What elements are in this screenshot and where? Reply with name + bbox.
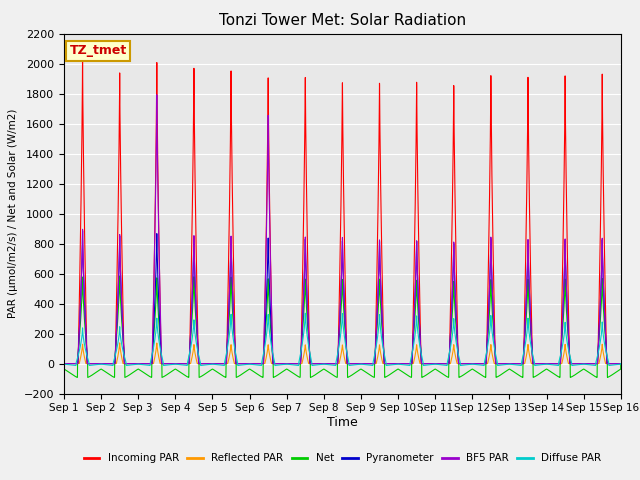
Diffuse PAR xyxy=(173,361,181,367)
Diffuse PAR xyxy=(592,362,600,368)
BF5 PAR xyxy=(269,342,276,348)
Net xyxy=(179,372,187,377)
Reflected PAR xyxy=(419,361,427,367)
BF5 PAR xyxy=(173,361,181,367)
Net xyxy=(173,367,181,373)
Title: Tonzi Tower Met: Solar Radiation: Tonzi Tower Met: Solar Radiation xyxy=(219,13,466,28)
Pyranometer xyxy=(419,361,427,367)
Reflected PAR xyxy=(617,361,625,367)
Line: Pyranometer: Pyranometer xyxy=(64,231,621,364)
Incoming PAR xyxy=(617,361,625,367)
Line: Incoming PAR: Incoming PAR xyxy=(64,56,621,364)
BF5 PAR xyxy=(60,361,68,367)
Net xyxy=(60,366,68,372)
Diffuse PAR xyxy=(615,361,623,367)
Pyranometer xyxy=(179,361,187,367)
BF5 PAR xyxy=(615,361,623,367)
Diffuse PAR xyxy=(301,311,309,316)
Incoming PAR xyxy=(79,53,86,59)
Incoming PAR xyxy=(499,361,506,367)
Line: Net: Net xyxy=(64,276,621,377)
Diffuse PAR xyxy=(269,348,276,354)
BF5 PAR xyxy=(179,361,187,367)
Reflected PAR xyxy=(269,361,276,367)
Pyranometer xyxy=(617,361,625,367)
Net xyxy=(615,367,623,373)
Net xyxy=(269,350,276,356)
Reflected PAR xyxy=(173,361,181,367)
BF5 PAR xyxy=(499,361,506,367)
Line: Diffuse PAR: Diffuse PAR xyxy=(64,313,621,365)
Pyranometer xyxy=(615,361,623,367)
Text: TZ_tmet: TZ_tmet xyxy=(70,44,127,58)
Net xyxy=(116,273,124,279)
Diffuse PAR xyxy=(617,361,625,367)
Incoming PAR xyxy=(615,361,623,367)
Diffuse PAR xyxy=(60,361,68,367)
X-axis label: Time: Time xyxy=(327,416,358,429)
Incoming PAR xyxy=(419,361,427,367)
Pyranometer xyxy=(60,361,68,367)
Y-axis label: PAR (μmol/m2/s) / Net and Solar (W/m2): PAR (μmol/m2/s) / Net and Solar (W/m2) xyxy=(8,109,18,318)
Pyranometer xyxy=(79,228,86,234)
Pyranometer xyxy=(499,361,506,367)
Reflected PAR xyxy=(615,361,623,367)
Reflected PAR xyxy=(179,361,187,367)
Diffuse PAR xyxy=(419,362,427,368)
BF5 PAR xyxy=(153,92,161,97)
Net xyxy=(617,361,625,367)
Reflected PAR xyxy=(499,361,506,367)
Net xyxy=(593,374,601,380)
Pyranometer xyxy=(173,361,181,367)
Diffuse PAR xyxy=(499,362,506,368)
Incoming PAR xyxy=(60,361,68,367)
Diffuse PAR xyxy=(179,362,187,368)
Line: BF5 PAR: BF5 PAR xyxy=(64,95,621,364)
Incoming PAR xyxy=(173,361,181,367)
Net xyxy=(499,371,506,377)
Incoming PAR xyxy=(179,361,187,367)
BF5 PAR xyxy=(419,361,427,367)
Line: Reflected PAR: Reflected PAR xyxy=(64,343,621,364)
Incoming PAR xyxy=(269,355,276,361)
Reflected PAR xyxy=(60,361,68,367)
Legend: Incoming PAR, Reflected PAR, Net, Pyranometer, BF5 PAR, Diffuse PAR: Incoming PAR, Reflected PAR, Net, Pyrano… xyxy=(79,449,605,468)
Net xyxy=(419,374,427,380)
BF5 PAR xyxy=(617,361,625,367)
Pyranometer xyxy=(269,351,276,357)
Reflected PAR xyxy=(116,340,124,346)
